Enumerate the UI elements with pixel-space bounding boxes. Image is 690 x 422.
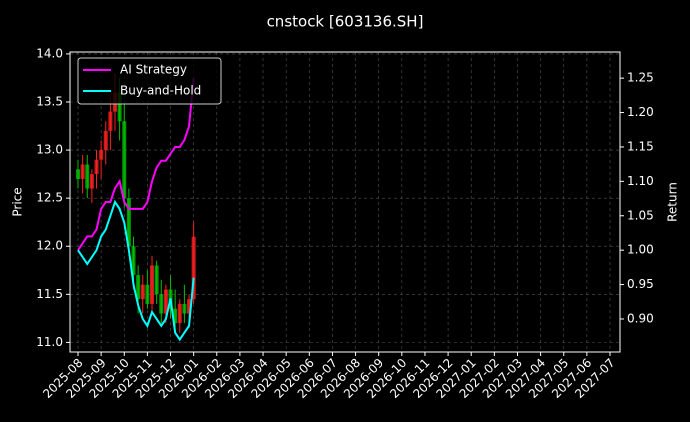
y2-tick-label: 1.15: [627, 139, 654, 153]
candle-body: [140, 284, 145, 300]
candle-body: [131, 246, 136, 276]
candle-body: [187, 299, 192, 314]
candle-body: [159, 294, 164, 314]
y-tick-label: 11.5: [36, 287, 63, 301]
y2-tick-label: 1.20: [627, 105, 654, 119]
candle-body: [163, 289, 168, 314]
y-tick-label: 12.5: [36, 191, 63, 205]
candle-body: [150, 265, 155, 304]
y-axis-label: Price: [11, 187, 25, 216]
y2-tick-label: 0.95: [627, 277, 654, 291]
y2-tick-label: 1.25: [627, 71, 654, 85]
candle-body: [80, 164, 85, 179]
legend-label: AI Strategy: [120, 63, 187, 77]
candle-body: [136, 275, 141, 300]
y2-tick-label: 1.00: [627, 243, 654, 257]
legend-label: Buy-and-Hold: [120, 84, 201, 98]
candle-body: [117, 92, 122, 122]
candle-body: [122, 121, 127, 199]
legend-box: [77, 57, 222, 105]
candle-body: [173, 308, 178, 324]
candle-body: [108, 111, 113, 131]
y-tick-label: 12.0: [36, 239, 63, 253]
y2-tick-label: 1.10: [627, 174, 654, 188]
candle-body: [182, 303, 187, 314]
candle-body: [94, 159, 99, 175]
candle-body: [76, 169, 80, 179]
candle-body: [103, 130, 108, 151]
candle-body: [99, 150, 104, 160]
chart-title: cnstock [603136.SH]: [267, 13, 424, 31]
candle-body: [154, 265, 159, 295]
y-tick-label: 14.0: [36, 46, 63, 60]
candle-body: [89, 174, 94, 189]
candle-body: [145, 284, 150, 304]
y2-tick-label: 0.90: [627, 311, 654, 325]
y-tick-label: 13.5: [36, 95, 63, 109]
plot-frame: [69, 51, 621, 353]
candle-body: [191, 236, 196, 300]
y2-tick-label: 1.05: [627, 208, 654, 222]
y2-axis-label: Return: [666, 182, 680, 222]
return-line: [77, 199, 195, 342]
candle-body: [126, 198, 131, 247]
candle-body: [177, 303, 182, 324]
candle-body: [85, 164, 90, 189]
y-tick-label: 11.0: [36, 335, 63, 349]
return-line: [77, 78, 195, 251]
y-tick-label: 13.0: [36, 143, 63, 157]
